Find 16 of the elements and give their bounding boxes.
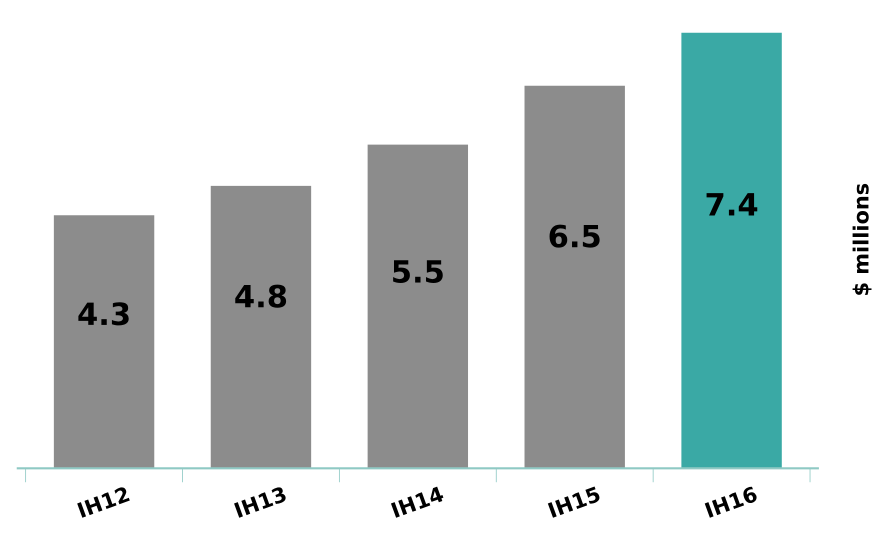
bar <box>681 32 782 468</box>
data-label: 5.5 <box>393 260 443 283</box>
data-label: 6.5 <box>550 224 600 248</box>
x-tick-label: IH15 <box>548 486 601 518</box>
data-label: 4.8 <box>235 284 286 308</box>
bar <box>210 186 312 468</box>
data-label: 4.3 <box>78 302 129 326</box>
bar <box>54 215 154 468</box>
bar <box>524 86 625 468</box>
x-tick-label: IH14 <box>390 486 444 518</box>
x-tick-label: IH12 <box>77 486 130 518</box>
bar <box>368 144 468 468</box>
x-tick-label: IH13 <box>234 486 287 518</box>
x-tick-label: IH16 <box>704 486 758 518</box>
y-axis-title: $ millions <box>852 184 872 295</box>
data-label: 7.4 <box>706 193 758 216</box>
